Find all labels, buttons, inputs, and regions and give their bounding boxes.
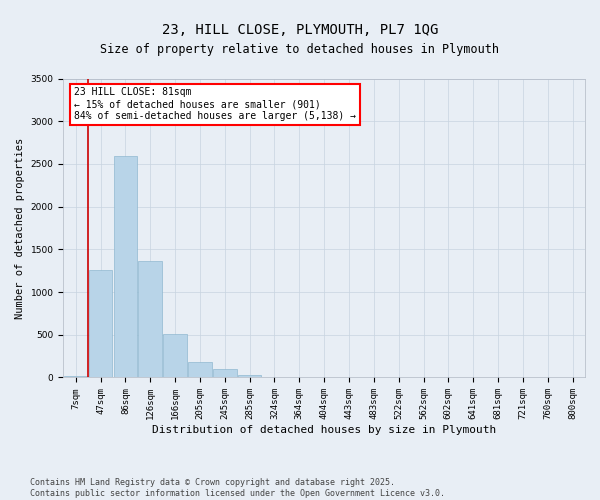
Text: Contains HM Land Registry data © Crown copyright and database right 2025.
Contai: Contains HM Land Registry data © Crown c…: [30, 478, 445, 498]
Bar: [64, 376, 88, 378]
Bar: [139, 262, 162, 378]
Bar: [238, 375, 262, 378]
X-axis label: Distribution of detached houses by size in Plymouth: Distribution of detached houses by size …: [152, 425, 496, 435]
Bar: [163, 334, 187, 378]
Bar: [89, 270, 112, 378]
Text: 23, HILL CLOSE, PLYMOUTH, PL7 1QG: 23, HILL CLOSE, PLYMOUTH, PL7 1QG: [162, 22, 438, 36]
Bar: [213, 370, 236, 378]
Bar: [188, 362, 212, 378]
Text: 23 HILL CLOSE: 81sqm
← 15% of detached houses are smaller (901)
84% of semi-deta: 23 HILL CLOSE: 81sqm ← 15% of detached h…: [74, 88, 356, 120]
Bar: [113, 156, 137, 378]
Text: Size of property relative to detached houses in Plymouth: Size of property relative to detached ho…: [101, 42, 499, 56]
Y-axis label: Number of detached properties: Number of detached properties: [15, 138, 25, 318]
